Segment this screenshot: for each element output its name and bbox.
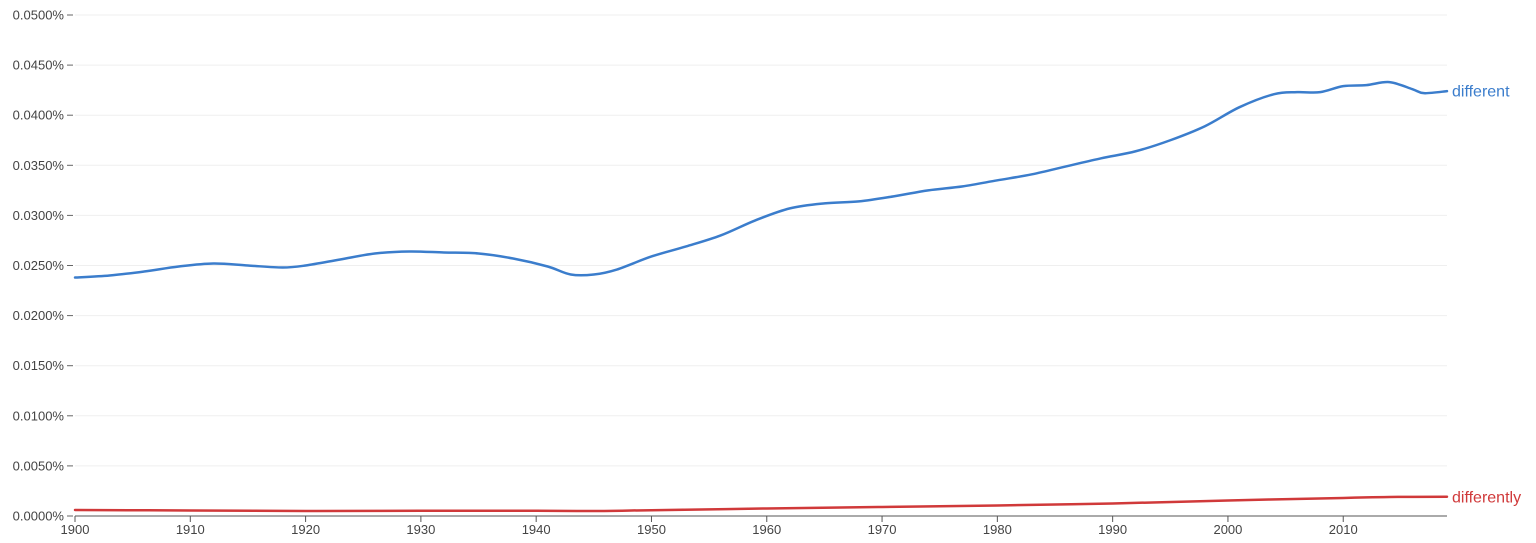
x-tick-label: 1980	[983, 522, 1012, 537]
y-tick-label: 0.0350%	[13, 158, 65, 173]
y-tick-label: 0.0250%	[13, 258, 65, 273]
y-tick-label: 0.0300%	[13, 208, 65, 223]
gridlines	[75, 14, 1447, 467]
x-tick-label: 2010	[1329, 522, 1358, 537]
x-tick-label: 1990	[1098, 522, 1127, 537]
x-tick-label: 1920	[291, 522, 320, 537]
x-tick-label: 1960	[752, 522, 781, 537]
x-tick-label: 1900	[61, 522, 90, 537]
y-tick-label: 0.0000%	[13, 509, 65, 524]
series-end-labels: different differently	[1452, 84, 1521, 507]
axes: 0.0000% 0.0050% 0.0100% 0.0150% 0.0200% 0.025…	[13, 8, 1447, 537]
x-tick-label: 1970	[868, 522, 897, 537]
series-line-differently[interactable]	[73, 495, 1449, 513]
series-lines	[73, 80, 1449, 513]
y-tick-label: 0.0100%	[13, 408, 65, 423]
y-tick-label: 0.0050%	[13, 458, 65, 473]
series-label-differently: differently	[1452, 489, 1521, 506]
y-tick-label: 0.0400%	[13, 108, 65, 123]
series-line-different[interactable]	[73, 80, 1449, 279]
x-tick-label: 1910	[176, 522, 205, 537]
y-tick-label: 0.0150%	[13, 358, 65, 373]
x-tick-label: 2000	[1213, 522, 1242, 537]
y-tick-label: 0.0200%	[13, 308, 65, 323]
x-tick-label: 1930	[406, 522, 435, 537]
y-tick-label: 0.0500%	[13, 8, 65, 23]
series-label-different: different	[1452, 84, 1510, 101]
x-tick-label: 1950	[637, 522, 666, 537]
y-tick-label: 0.0450%	[13, 58, 65, 73]
x-tick-label: 1940	[522, 522, 551, 537]
